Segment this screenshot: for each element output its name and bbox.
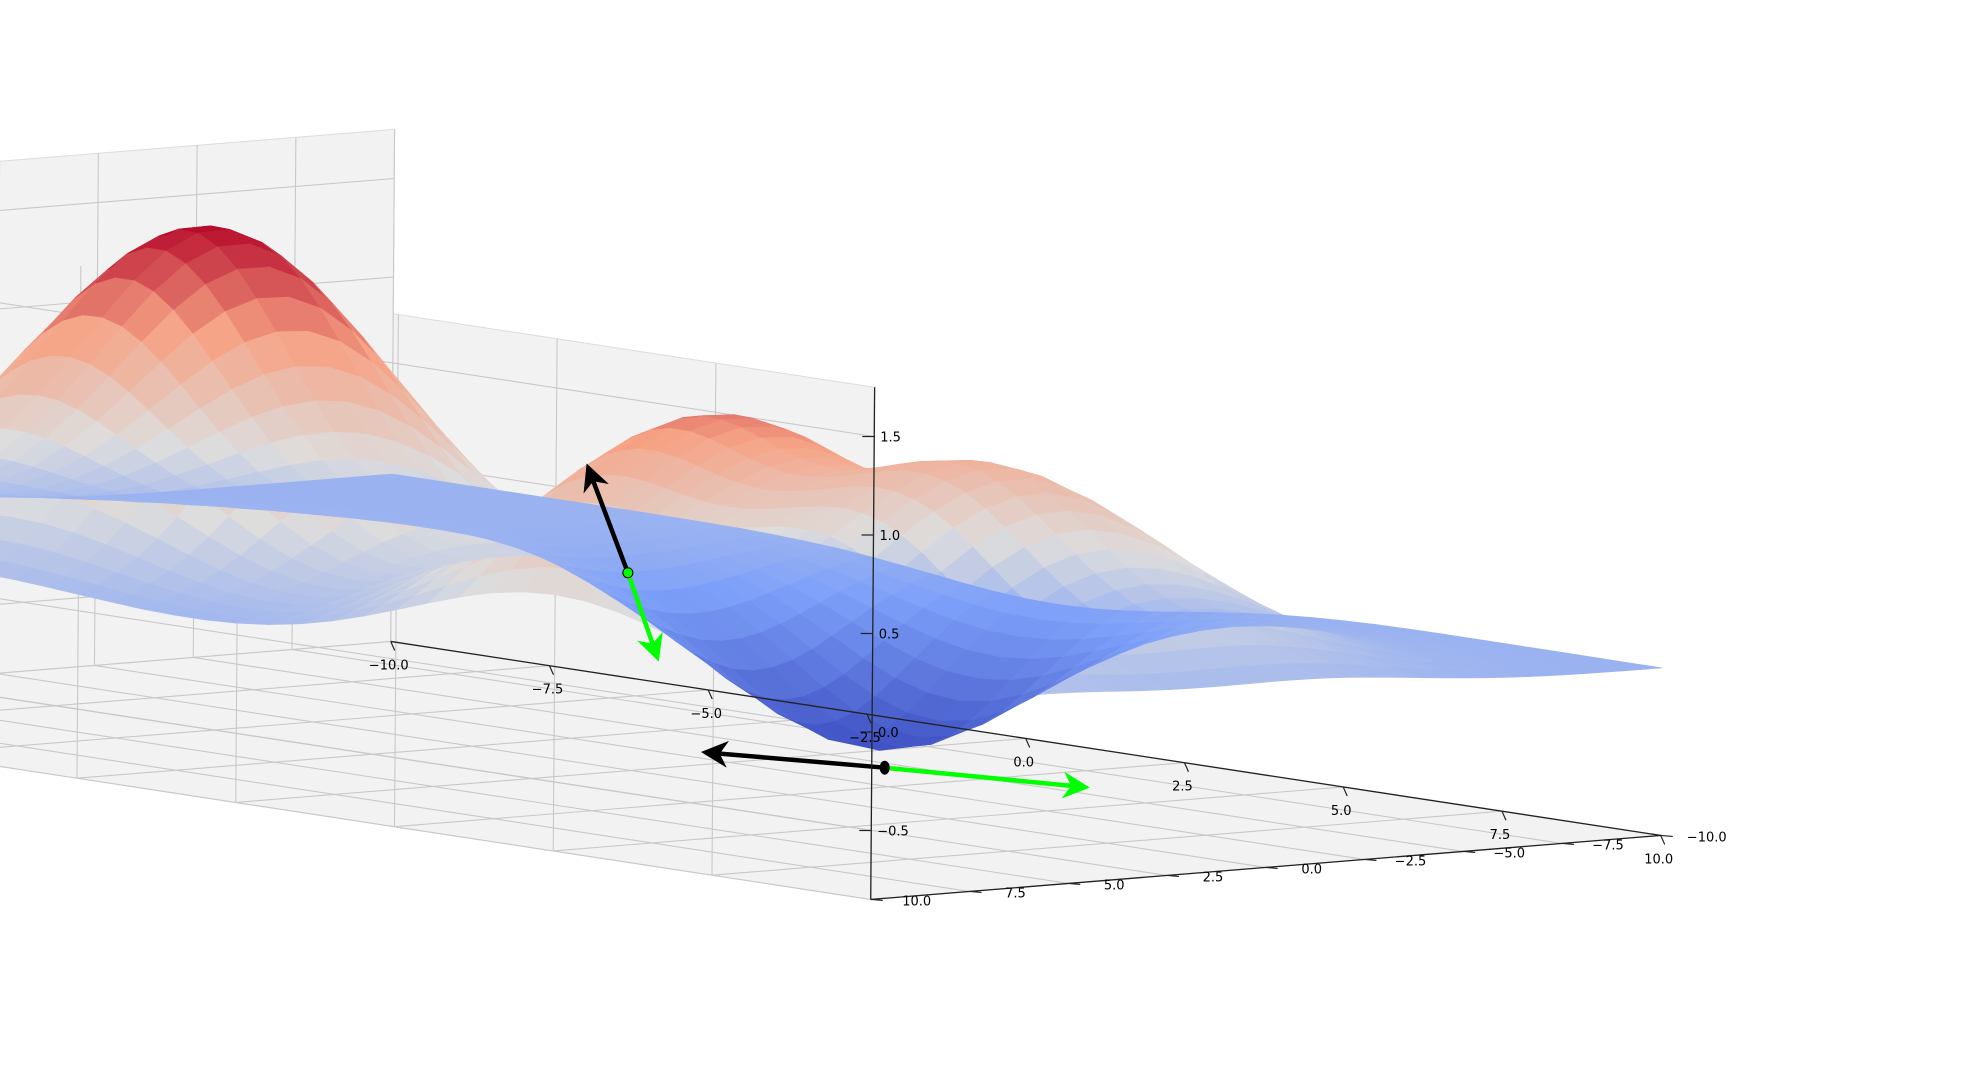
x-tick (548, 665, 555, 675)
y-tick-label: −2.5 (1395, 854, 1427, 869)
x-tick (1183, 762, 1190, 772)
y-tick-label: 5.0 (1104, 878, 1125, 893)
grid-line (291, 648, 1563, 844)
z-tick-label: −0.5 (877, 825, 909, 840)
y-tick (870, 898, 883, 902)
x-tick-label: 7.5 (1490, 828, 1511, 843)
floor-point (879, 760, 890, 775)
surface-mesh (0, 225, 1663, 751)
x-tick-label: −2.5 (849, 731, 881, 746)
x-tick-label: 0.0 (1013, 755, 1034, 770)
surface-facet (1610, 662, 1663, 670)
grid-line (0, 765, 871, 900)
x-tick (1660, 835, 1666, 845)
y-tick (1561, 842, 1575, 846)
surface-point (622, 567, 634, 579)
x-tick (390, 641, 396, 651)
grid-line (0, 598, 873, 733)
z-tick-label: 0.0 (878, 726, 899, 741)
y-tick (1463, 850, 1476, 854)
y-tick (969, 890, 982, 894)
x-tick (1025, 738, 1031, 748)
x-tick (1501, 810, 1507, 821)
y-tick (1068, 882, 1081, 886)
y-tick (1166, 874, 1180, 878)
z-tick-label: 1.0 (880, 529, 901, 544)
y-axis-ticks: −10.0 −7.5 −5.0 −2.5 0.0 2.5 5.0 7.5 10.0 (870, 830, 1727, 909)
y-tick-label: 10.0 (902, 894, 931, 909)
x-tick-label: −5.0 (690, 707, 722, 722)
y-tick-label: −10.0 (1687, 830, 1727, 845)
x-tick-label: −7.5 (532, 683, 564, 698)
grid-line (0, 640, 391, 674)
y-tick-label: 7.5 (1005, 886, 1026, 901)
floor-arrow-black (700, 740, 885, 770)
grid-line (94, 664, 1365, 860)
x-tick-label: 5.0 (1331, 804, 1352, 819)
y-tick (1364, 858, 1377, 862)
x-axis-ticks: −10.0−7.5−5.0−2.50.02.55.07.510.0 (369, 641, 1673, 867)
y-tick (1660, 834, 1673, 838)
surface-arrow-green (625, 572, 663, 662)
grid-line (0, 696, 872, 832)
x-tick-label: 2.5 (1172, 780, 1193, 795)
y-tick-label: 0.0 (1301, 862, 1322, 877)
grid-line (0, 742, 970, 892)
x-tick-label: −10.0 (369, 658, 409, 673)
floor-gradient-arrows (700, 740, 1090, 799)
y-tick-label: −5.0 (1493, 846, 1525, 861)
floor-arrow-green (884, 765, 1090, 799)
y-tick-label: 2.5 (1203, 870, 1224, 885)
z-axis-line (870, 387, 876, 900)
z-axis-ticks: −0.5 0.0 0.5 1.0 1.5 (859, 431, 909, 840)
x-tick-label: 10.0 (1644, 852, 1673, 867)
x-tick (707, 689, 713, 700)
grid-line (0, 719, 1069, 884)
surface-gradient-arrows (583, 463, 663, 662)
y-tick (1265, 866, 1278, 870)
z-tick-label: 1.5 (880, 431, 901, 446)
surface-arrow-black (583, 463, 630, 574)
x-tick (1342, 786, 1348, 797)
z-tick-label: 0.5 (879, 628, 900, 643)
grid-line (193, 656, 1464, 852)
x-tick (866, 713, 872, 724)
grid-line (0, 673, 1266, 868)
y-tick-label: −7.5 (1592, 838, 1624, 853)
grid-line (0, 177, 395, 211)
